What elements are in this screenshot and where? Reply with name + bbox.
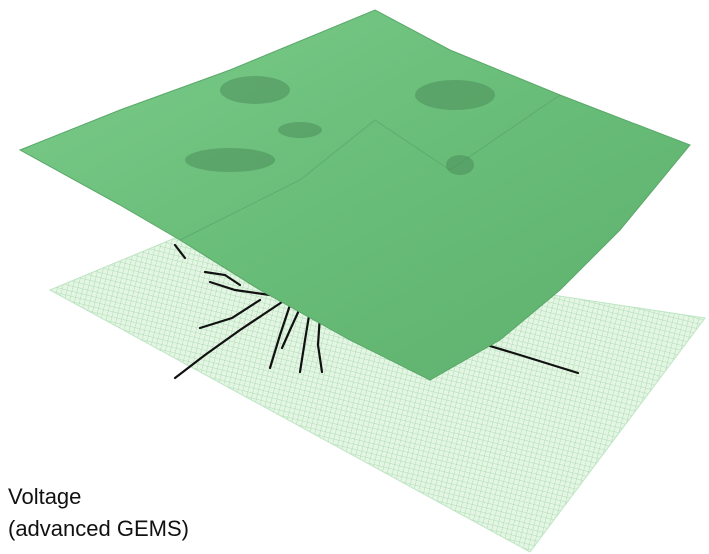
caption-line: (advanced GEMS) — [8, 516, 189, 541]
caption-line: Voltage — [8, 484, 81, 509]
figure: Voltage (advanced GEMS) — [0, 0, 709, 554]
page: Voltage (advanced GEMS) (() => { const d… — [0, 0, 709, 554]
